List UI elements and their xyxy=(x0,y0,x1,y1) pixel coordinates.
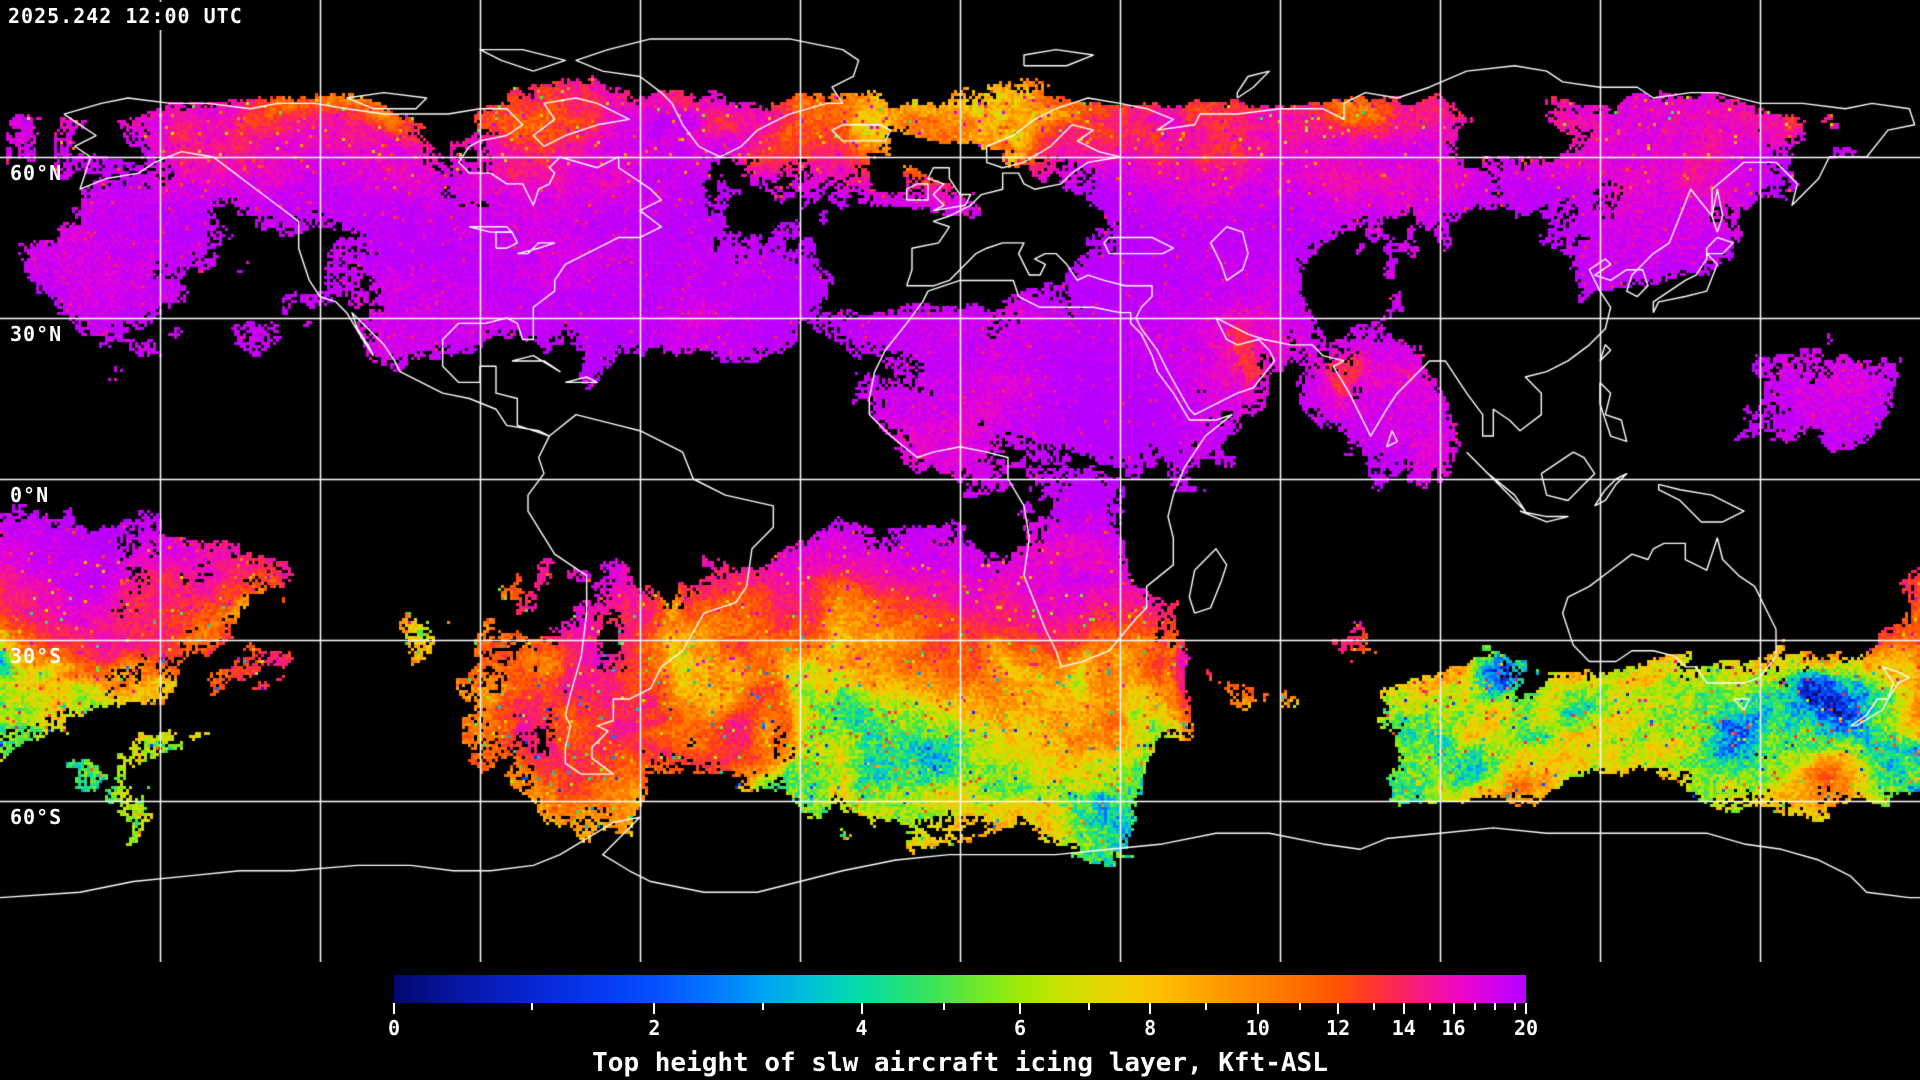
colorbar-label-6: 6 xyxy=(1013,1016,1027,1040)
lat-label-60S: 60°S xyxy=(10,805,63,829)
lat-label-30S: 30°S xyxy=(10,644,63,668)
colorbar-label-0: 0 xyxy=(387,1016,401,1040)
colorbar-tick-0 xyxy=(393,1003,395,1014)
colorbar-tick-2 xyxy=(653,1003,656,1014)
colorbar-label-4: 4 xyxy=(855,1016,868,1040)
colorbar-label-10: 10 xyxy=(1245,1016,1270,1040)
colorbar-caption: Top height of slw aircraft icing layer, … xyxy=(592,1048,1328,1078)
colorbar-tick-5 xyxy=(943,1003,946,1010)
colorbar-tick-19 xyxy=(1513,1003,1516,1010)
colorbar-tick-3 xyxy=(762,1003,765,1010)
colorbar-tick-18 xyxy=(1494,1003,1497,1010)
colorbar-label-14: 14 xyxy=(1391,1016,1416,1040)
colorbar-tick-13 xyxy=(1373,1003,1376,1010)
colorbar-label-16: 16 xyxy=(1441,1016,1466,1040)
colorbar-tick-12 xyxy=(1337,1003,1340,1014)
colorbar: 0 2 4 6 8 10 12 14 16 20 xyxy=(388,975,1538,1040)
colorbar-gradient xyxy=(394,975,1526,1003)
colorbar-tick-9 xyxy=(1204,1003,1207,1010)
colorbar-label-8: 8 xyxy=(1144,1016,1157,1040)
colorbar-tick-4 xyxy=(860,1003,863,1014)
colorbar-tick-1 xyxy=(531,1003,534,1010)
colorbar-tick-6 xyxy=(1018,1003,1021,1014)
lat-label-30N: 30°N xyxy=(10,322,63,346)
colorbar-tick-20 xyxy=(1525,1003,1527,1014)
timestamp: 2025.242 12:00 UTC xyxy=(8,2,253,30)
colorbar-label-12: 12 xyxy=(1326,1016,1351,1040)
colorbar-tick-8 xyxy=(1149,1003,1152,1014)
lat-label-0N: 0°N xyxy=(10,483,50,507)
colorbar-tick-11 xyxy=(1298,1003,1301,1010)
colorbar-tick-14 xyxy=(1402,1003,1405,1014)
colorbar-tick-15 xyxy=(1428,1003,1431,1010)
colorbar-label-2: 2 xyxy=(648,1016,661,1040)
colorbar-label-20: 20 xyxy=(1513,1016,1539,1040)
colorbar-tick-17 xyxy=(1474,1003,1477,1010)
world-map-canvas xyxy=(0,0,1920,962)
lat-label-60N: 60°N xyxy=(10,161,63,185)
colorbar-tick-10 xyxy=(1256,1003,1259,1014)
colorbar-tick-7 xyxy=(1088,1003,1091,1010)
colorbar-tick-16 xyxy=(1452,1003,1455,1014)
